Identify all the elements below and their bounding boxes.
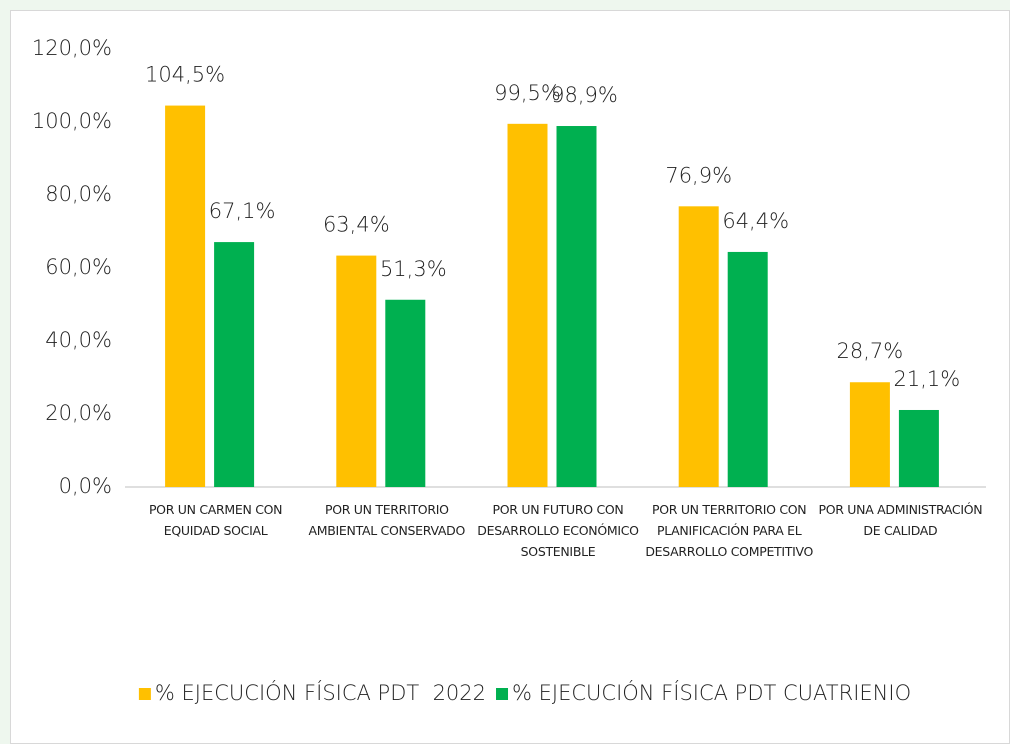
y-tick-label: 40,0% xyxy=(45,328,112,352)
value-label: 98,9% xyxy=(551,83,618,107)
value-label: 76,9% xyxy=(665,163,732,187)
value-label: 99,5% xyxy=(494,81,561,105)
legend-swatch xyxy=(496,688,509,700)
y-tick-label: 120,0% xyxy=(32,36,112,60)
bar xyxy=(849,382,890,487)
bar xyxy=(678,206,719,487)
value-label: 28,7% xyxy=(837,339,904,363)
x-tick-label: POR UN TERRITORIO AMBIENTAL CONSERVADO xyxy=(308,502,466,538)
bar xyxy=(385,299,426,487)
bar xyxy=(556,126,597,487)
y-tick-label: 60,0% xyxy=(45,255,112,279)
bar xyxy=(214,242,255,487)
x-tick-label: POR UN TERRITORIO CON PLANIFICACIÓN PARA… xyxy=(645,502,814,559)
legend: % EJECUCIÓN FÍSICA PDT 2022 % EJECUCIÓN F… xyxy=(138,680,911,705)
y-tick-label: 20,0% xyxy=(45,401,112,425)
value-label: 21,1% xyxy=(894,367,961,391)
value-label: 104,5% xyxy=(145,63,225,87)
legend-label: % EJECUCIÓN FÍSICA PDT 2022 xyxy=(155,680,486,705)
y-tick-label: 100,0% xyxy=(32,109,112,133)
bar xyxy=(336,255,377,487)
value-label: 63,4% xyxy=(323,213,390,237)
value-label: 51,3% xyxy=(380,257,447,281)
x-tick-label: POR UN CARMEN CON EQUIDAD SOCIAL xyxy=(148,502,283,538)
bar xyxy=(165,105,206,487)
value-label: 64,4% xyxy=(722,209,789,233)
y-tick-label: 80,0% xyxy=(45,182,112,206)
bar xyxy=(727,251,768,487)
y-tick-label: 0,0% xyxy=(59,474,112,498)
legend-swatch xyxy=(138,688,151,700)
x-tick-label: POR UNA ADMINISTRACIÓN DE CALIDAD xyxy=(818,502,983,538)
bar xyxy=(507,123,548,487)
x-tick-label: POR UN FUTURO CON DESARROLLO ECONÓMICO S… xyxy=(477,502,639,559)
bar xyxy=(898,409,939,487)
value-label: 67,1% xyxy=(209,199,276,223)
legend-label: % EJECUCIÓN FÍSICA PDT CUATRIENIO xyxy=(512,680,911,705)
